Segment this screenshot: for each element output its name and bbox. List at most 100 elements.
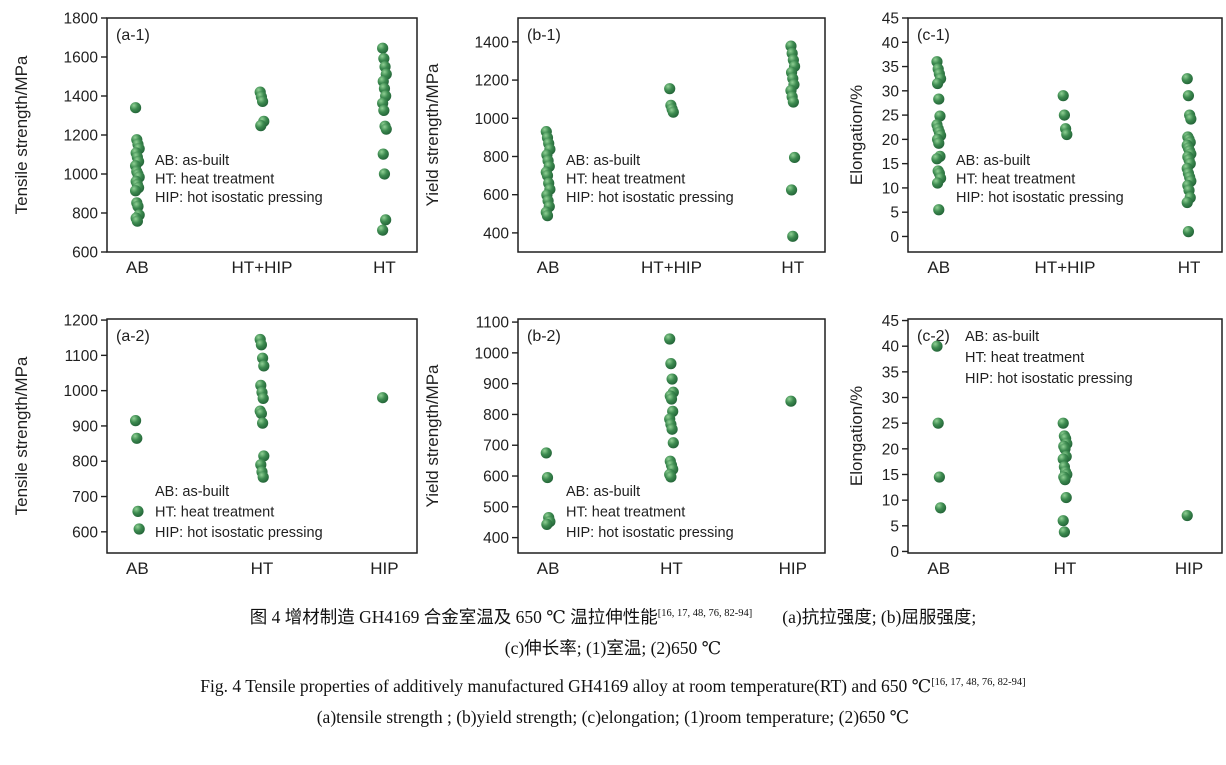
data-point bbox=[377, 42, 389, 54]
axis-box bbox=[517, 17, 826, 253]
legend-line: AB: as-built bbox=[155, 153, 229, 169]
y-tick-label: 600 bbox=[72, 524, 98, 541]
data-point bbox=[133, 523, 145, 535]
x-category-label: HT+HIP bbox=[232, 258, 293, 277]
x-category-label: HT bbox=[1054, 559, 1077, 578]
y-tick-label: 15 bbox=[882, 467, 899, 484]
panel-label: (c-1) bbox=[917, 27, 950, 44]
legend-line: HIP: hot isostatic pressing bbox=[956, 190, 1124, 206]
data-point bbox=[934, 110, 946, 122]
data-point bbox=[540, 447, 552, 459]
panel-label: (b-2) bbox=[527, 328, 561, 345]
legend-line: HIP: hot isostatic pressing bbox=[155, 525, 323, 541]
data-point bbox=[129, 102, 142, 114]
subplot-b-1: 400 600 800 1000 1200 1400 Yield strength/MPa A… bbox=[423, 17, 826, 277]
y-axis-title: Yield strength/MPa bbox=[423, 364, 442, 508]
subplot-a-1: 600 800 1000 1200 1400 1600 1800 Tensile streng… bbox=[12, 11, 418, 277]
y-tick-label: 1200 bbox=[475, 73, 510, 90]
data-point bbox=[132, 200, 144, 212]
y-tick-label: 1400 bbox=[475, 34, 510, 51]
y-tick-label: 40 bbox=[882, 339, 900, 356]
data-point bbox=[1182, 90, 1195, 102]
legend-line: HT: heat treatment bbox=[956, 172, 1075, 188]
data-point bbox=[377, 148, 389, 160]
data-point bbox=[665, 471, 677, 483]
legend-line: HT: heat treatment bbox=[155, 172, 274, 188]
figure-caption: 图 4 增材制造 GH4169 合金室温及 650 ℃ 温拉伸性能[16, 17… bbox=[0, 598, 1226, 733]
data-point bbox=[1058, 526, 1070, 538]
legend-line: HIP: hot isostatic pressing bbox=[155, 190, 323, 206]
x-category-label: HT bbox=[781, 258, 804, 277]
x-category-label: HT+HIP bbox=[1035, 258, 1096, 277]
data-point bbox=[1057, 417, 1069, 429]
data-point bbox=[257, 417, 269, 429]
legend-line: HT: heat treatment bbox=[965, 350, 1084, 366]
data-point bbox=[541, 518, 553, 530]
data-point bbox=[255, 120, 267, 132]
data-point bbox=[132, 505, 144, 517]
x-category-label: HIP bbox=[1175, 559, 1203, 578]
y-tick-label: 600 bbox=[72, 245, 98, 262]
axis-box bbox=[106, 318, 418, 554]
y-axis-title: Tensile strength/MPa bbox=[12, 356, 31, 515]
legend-line: HT: heat treatment bbox=[566, 505, 685, 521]
data-point bbox=[378, 52, 390, 65]
x-category-label: AB bbox=[927, 559, 950, 578]
axis-box bbox=[907, 17, 1223, 253]
y-axis-title: Yield strength/MPa bbox=[423, 63, 442, 207]
caption-en-line2: (a)tensile strength ; (b)yield strength;… bbox=[316, 706, 910, 727]
y-tick-label: 800 bbox=[483, 407, 509, 424]
data-point bbox=[785, 395, 797, 407]
x-category-label: AB bbox=[927, 258, 950, 277]
data-point bbox=[377, 392, 389, 404]
panel-label: (a-1) bbox=[116, 27, 150, 44]
data-point bbox=[931, 177, 944, 189]
data-point bbox=[933, 137, 945, 149]
y-tick-label: 5 bbox=[890, 518, 899, 535]
data-point bbox=[666, 373, 678, 385]
y-axis-title: Elongation/% bbox=[847, 386, 866, 486]
data-point bbox=[1058, 109, 1070, 121]
data-point bbox=[1181, 509, 1193, 522]
y-tick-label: 1000 bbox=[64, 383, 99, 400]
data-point bbox=[665, 358, 677, 370]
x-category-label: HT bbox=[251, 559, 274, 578]
legend-line: HT: heat treatment bbox=[155, 505, 274, 521]
data-point bbox=[664, 333, 676, 345]
data-point bbox=[541, 210, 554, 222]
data-point bbox=[129, 415, 142, 427]
legend-line: HIP: hot isostatic pressing bbox=[965, 371, 1133, 387]
y-tick-label: 0 bbox=[890, 229, 899, 246]
data-point bbox=[1057, 515, 1069, 527]
data-point bbox=[932, 417, 944, 429]
y-tick-label: 400 bbox=[483, 225, 509, 242]
data-point bbox=[931, 77, 944, 90]
y-axis-title: Elongation/% bbox=[847, 85, 866, 185]
y-tick-label: 25 bbox=[882, 108, 899, 125]
data-point bbox=[380, 214, 392, 226]
y-tick-label: 600 bbox=[483, 187, 509, 204]
data-point bbox=[666, 423, 678, 435]
y-tick-label: 20 bbox=[882, 441, 900, 458]
axis-box bbox=[907, 318, 1223, 554]
y-tick-label: 45 bbox=[882, 313, 899, 330]
y-tick-label: 800 bbox=[72, 454, 98, 471]
y-tick-label: 30 bbox=[882, 390, 900, 407]
legend-line: AB: as-built bbox=[566, 484, 640, 500]
legend-line: AB: as-built bbox=[566, 153, 640, 169]
axis-box bbox=[517, 318, 826, 554]
caption-zh-line1-text: 图 4 增材制造 GH4169 合金室温及 650 ℃ 温拉伸性能 bbox=[249, 606, 658, 627]
caption-zh-line1-tail: (a)抗拉强度; (b)屈服强度; bbox=[782, 606, 977, 627]
data-point bbox=[785, 184, 798, 196]
data-point bbox=[255, 339, 267, 351]
y-tick-label: 20 bbox=[882, 132, 900, 149]
panel-label: (a-2) bbox=[116, 328, 150, 345]
x-category-label: HIP bbox=[779, 559, 807, 578]
data-point bbox=[787, 230, 799, 242]
x-category-label: HIP bbox=[370, 559, 398, 578]
data-point bbox=[131, 215, 143, 227]
y-tick-label: 30 bbox=[882, 83, 900, 100]
data-point bbox=[1059, 474, 1071, 486]
x-category-label: HT bbox=[660, 559, 683, 578]
data-point bbox=[788, 151, 801, 164]
